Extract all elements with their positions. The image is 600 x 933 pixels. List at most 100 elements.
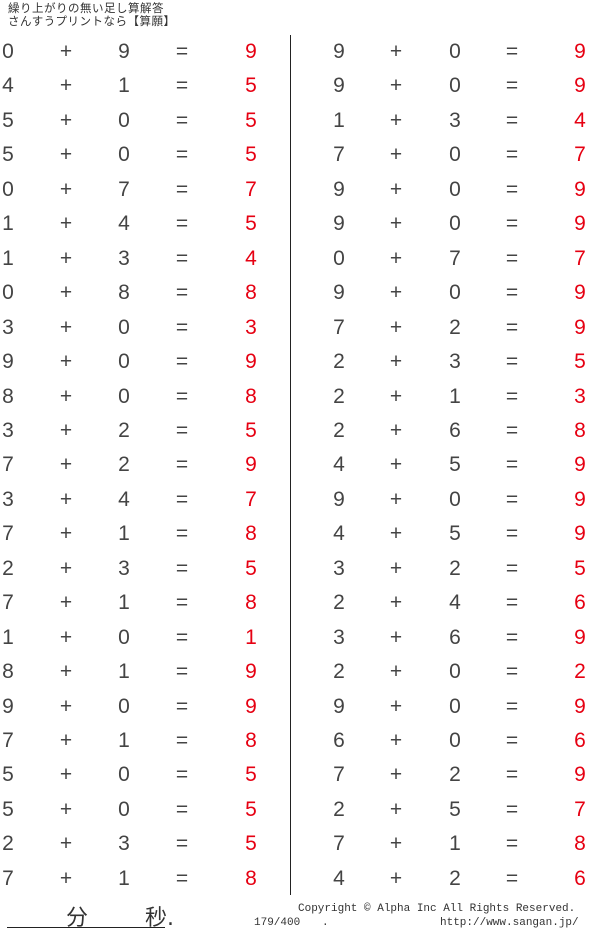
right-problem-8-addend-b: 0 <box>449 281 461 305</box>
left-problem-3-addend-b: 0 <box>118 108 130 132</box>
left-problem-9-answer: 3 <box>245 315 257 339</box>
right-problem-3-plus-sign: + <box>389 108 403 132</box>
left-problem-11-equals-sign: = <box>175 384 189 408</box>
left-problem-15-plus-sign: + <box>59 522 73 546</box>
left-problem-1-plus-sign: + <box>59 40 73 63</box>
left-problem-21-answer: 8 <box>245 729 257 752</box>
right-problem-2-plus-sign: + <box>389 74 403 98</box>
left-problem-10-equals-sign: = <box>175 350 189 374</box>
right-problem-24-addend-b: 1 <box>449 832 461 856</box>
right-problem-22-plus-sign: + <box>389 763 403 787</box>
right-problem-18-addend-a: 3 <box>333 625 345 649</box>
left-problem-17-answer: 8 <box>245 591 257 615</box>
left-problem-25-equals-sign: = <box>175 866 189 890</box>
left-problem-4-addend-b: 0 <box>118 143 130 167</box>
left-problem-14-equals-sign: = <box>175 487 189 511</box>
right-problem-4-addend-a: 7 <box>333 143 345 167</box>
right-problem-2-equals-sign: = <box>505 74 519 98</box>
right-problem-19-answer: 2 <box>574 660 586 684</box>
minutes-label: 分 <box>66 906 89 931</box>
left-problem-5-plus-sign: + <box>59 177 73 201</box>
right-problem-15-plus-sign: + <box>389 522 403 546</box>
left-problem-9-equals-sign: = <box>175 315 189 339</box>
right-problem-23-plus-sign: + <box>389 797 403 821</box>
right-problem-12-plus-sign: + <box>389 418 403 442</box>
right-problem-11-addend-a: 2 <box>333 384 345 408</box>
left-problem-5-equals-sign: = <box>175 177 189 201</box>
right-problem-19-addend-a: 2 <box>333 660 345 684</box>
left-problem-20-equals-sign: = <box>175 694 189 718</box>
left-problem-19-plus-sign: + <box>59 660 73 684</box>
right-problem-5-addend-a: 9 <box>333 177 345 201</box>
left-problem-11-addend-b: 0 <box>118 384 130 408</box>
right-problem-9-addend-a: 7 <box>333 315 345 339</box>
left-problem-13-addend-b: 2 <box>118 453 130 477</box>
right-problem-16-answer: 5 <box>574 556 586 580</box>
left-problem-11-answer: 8 <box>245 384 257 408</box>
right-problem-4-addend-b: 0 <box>449 143 461 167</box>
right-problem-22-equals-sign: = <box>505 763 519 787</box>
left-problem-23-addend-a: 5 <box>2 797 14 821</box>
right-problem-14-plus-sign: + <box>389 487 403 511</box>
right-problem-5-answer: 9 <box>574 177 586 201</box>
right-problem-22-answer: 9 <box>574 763 586 787</box>
left-problem-10-addend-a: 9 <box>2 350 14 374</box>
left-problem-5-addend-a: 0 <box>2 177 14 201</box>
right-problem-21-addend-b: 0 <box>449 729 461 752</box>
left-problem-2-addend-a: 4 <box>2 74 14 98</box>
left-problem-23-plus-sign: + <box>59 797 73 821</box>
left-problem-11-addend-a: 8 <box>2 384 14 408</box>
left-problem-18-equals-sign: = <box>175 625 189 649</box>
left-problem-9-plus-sign: + <box>59 315 73 339</box>
right-problem-23-addend-a: 2 <box>333 797 345 821</box>
left-problem-7-plus-sign: + <box>59 246 73 270</box>
right-problem-4-plus-sign: + <box>389 143 403 167</box>
left-problem-21-equals-sign: = <box>175 729 189 752</box>
right-problem-3-addend-b: 3 <box>449 108 461 132</box>
right-problem-1-plus-sign: + <box>389 40 403 63</box>
right-problem-7-answer: 7 <box>574 246 586 270</box>
right-problem-7-plus-sign: + <box>389 246 403 270</box>
right-problem-8-addend-a: 9 <box>333 281 345 305</box>
right-problem-17-answer: 6 <box>574 591 586 615</box>
right-problem-10-equals-sign: = <box>505 350 519 374</box>
left-problem-15-answer: 8 <box>245 522 257 546</box>
right-problem-25-addend-b: 2 <box>449 866 461 890</box>
right-problem-2-addend-a: 9 <box>333 74 345 98</box>
left-problem-17-addend-b: 1 <box>118 591 130 615</box>
right-problem-10-addend-a: 2 <box>333 350 345 374</box>
left-problem-2-equals-sign: = <box>175 74 189 98</box>
left-problem-6-equals-sign: = <box>175 212 189 236</box>
right-problem-4-equals-sign: = <box>505 143 519 167</box>
right-problem-23-answer: 7 <box>574 797 586 821</box>
right-problem-18-plus-sign: + <box>389 625 403 649</box>
left-problem-4-addend-a: 5 <box>2 143 14 167</box>
left-problem-7-addend-b: 3 <box>118 246 130 270</box>
time-underline <box>7 927 165 928</box>
left-problem-19-answer: 9 <box>245 660 257 684</box>
right-problem-9-addend-b: 2 <box>449 315 461 339</box>
right-problem-1-addend-b: 0 <box>449 40 461 63</box>
left-problem-24-answer: 5 <box>245 832 257 856</box>
right-problem-2-addend-b: 0 <box>449 74 461 98</box>
left-problem-16-plus-sign: + <box>59 556 73 580</box>
right-problem-18-addend-b: 6 <box>449 625 461 649</box>
left-problem-24-addend-b: 3 <box>118 832 130 856</box>
right-problem-13-addend-b: 5 <box>449 453 461 477</box>
right-problem-17-equals-sign: = <box>505 591 519 615</box>
right-problem-23-equals-sign: = <box>505 797 519 821</box>
left-problem-11-plus-sign: + <box>59 384 73 408</box>
right-problem-17-plus-sign: + <box>389 591 403 615</box>
left-problem-4-equals-sign: = <box>175 143 189 167</box>
right-problem-15-answer: 9 <box>574 522 586 546</box>
left-problem-8-plus-sign: + <box>59 281 73 305</box>
left-problem-16-answer: 5 <box>245 556 257 580</box>
left-problem-12-equals-sign: = <box>175 418 189 442</box>
left-problem-13-addend-a: 7 <box>2 453 14 477</box>
footer-dot: . <box>322 917 329 929</box>
right-problem-17-addend-b: 4 <box>449 591 461 615</box>
right-problem-14-addend-b: 0 <box>449 487 461 511</box>
left-problem-9-addend-a: 3 <box>2 315 14 339</box>
left-problem-14-addend-b: 4 <box>118 487 130 511</box>
right-problem-13-addend-a: 4 <box>333 453 345 477</box>
